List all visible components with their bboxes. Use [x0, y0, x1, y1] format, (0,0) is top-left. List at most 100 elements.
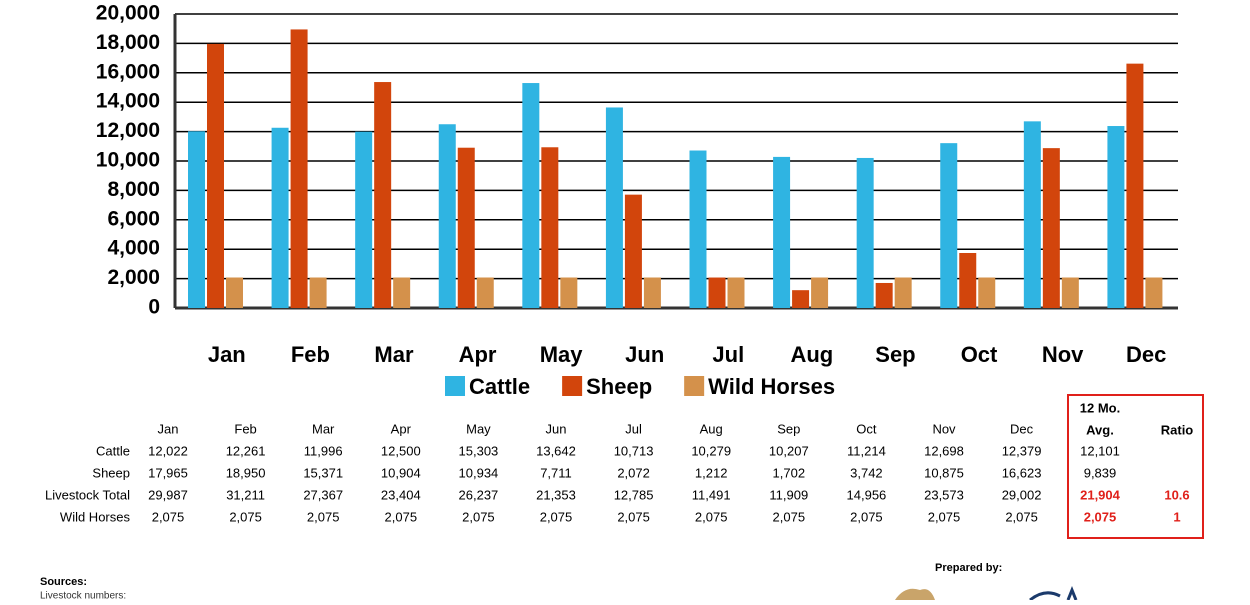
legend-label: Sheep [586, 374, 652, 399]
x-tick-label: Apr [459, 342, 497, 367]
bar [1126, 63, 1144, 308]
table-header: Sep [777, 421, 800, 436]
row-label: Livestock Total [45, 487, 130, 502]
x-tick-label: Oct [961, 342, 998, 367]
x-tick-label: Dec [1126, 342, 1166, 367]
table-cell: 11,214 [847, 443, 886, 458]
table-cell: 16,623 [1002, 465, 1042, 480]
bar [894, 277, 912, 308]
y-tick-label: 10,000 [96, 149, 160, 172]
bar [959, 252, 977, 308]
table-cell: 10,875 [924, 465, 964, 480]
bar [875, 282, 893, 308]
table-cell: 18,950 [226, 465, 266, 480]
ratio-cell: 10.6 [1164, 487, 1189, 502]
bar [643, 277, 661, 308]
table-cell: 17,965 [148, 465, 188, 480]
table-header: Jan [158, 421, 179, 436]
bar [560, 277, 578, 308]
bar [271, 127, 289, 308]
table-cell: 2,075 [928, 509, 961, 524]
avg-header: 12 Mo. [1080, 400, 1120, 415]
table-cell: 7,711 [540, 465, 572, 480]
x-tick-label: Nov [1042, 342, 1084, 367]
bar [811, 277, 829, 308]
table-cell: 15,371 [303, 465, 343, 480]
row-label: Sheep [92, 465, 130, 480]
bar [1023, 121, 1041, 308]
bar [1145, 277, 1163, 308]
bar [438, 124, 456, 308]
table-cell: 10,713 [614, 443, 654, 458]
y-tick-label: 0 [148, 296, 160, 319]
table-cell: 12,261 [226, 443, 266, 458]
legend-label: Wild Horses [708, 374, 835, 399]
table-cell: 2,075 [695, 509, 728, 524]
table-cell: 13,642 [536, 443, 576, 458]
sources-title: Sources: [40, 576, 87, 588]
table-cell: 2,075 [773, 509, 806, 524]
bar [708, 277, 726, 308]
y-tick-label: 2,000 [107, 266, 160, 289]
row-label: Wild Horses [60, 509, 131, 524]
table-cell: 3,742 [850, 465, 883, 480]
y-tick-label: 14,000 [96, 90, 160, 113]
logo [895, 588, 935, 600]
table-cell: 10,904 [381, 465, 421, 480]
table-cell: 12,785 [614, 487, 654, 502]
bar [727, 277, 745, 308]
bar [226, 277, 243, 308]
table-cell: 11,909 [769, 487, 808, 502]
table-cell: 12,022 [148, 443, 188, 458]
row-label: Cattle [96, 443, 130, 458]
legend-swatch [562, 376, 583, 396]
bar [689, 150, 707, 308]
table-header: Jun [546, 421, 567, 436]
table-header: Jul [625, 421, 642, 436]
bar [457, 147, 475, 308]
table-cell: 27,367 [303, 487, 343, 502]
x-tick-label: Jan [208, 342, 246, 367]
bar [605, 107, 623, 308]
x-tick-label: Feb [291, 342, 330, 367]
y-tick-label: 12,000 [96, 119, 160, 142]
legend-label: Cattle [469, 374, 530, 399]
table-header: Mar [312, 421, 335, 436]
table-cell: 15,303 [459, 443, 499, 458]
table-cell: 23,573 [924, 487, 964, 502]
x-tick-label: Aug [790, 342, 833, 367]
table-cell: 10,207 [769, 443, 809, 458]
prepared-by: Prepared by: [935, 562, 1002, 574]
ratio-cell: 1 [1173, 509, 1180, 524]
bar [207, 43, 224, 309]
table-cell: 1,212 [695, 465, 728, 480]
avg-cell: 21,904 [1080, 487, 1121, 502]
table-cell: 12,379 [1002, 443, 1042, 458]
bar [355, 131, 373, 308]
bar [374, 82, 392, 309]
ratio-header: Ratio [1161, 422, 1194, 437]
y-tick-label: 16,000 [96, 60, 160, 83]
bar [290, 29, 308, 309]
table-cell: 2,075 [307, 509, 340, 524]
table-header: Dec [1010, 421, 1034, 436]
table-cell: 14,956 [847, 487, 887, 502]
x-tick-label: May [540, 342, 584, 367]
table-cell: 11,491 [692, 487, 731, 502]
bar [476, 277, 494, 308]
avg-header: Avg. [1086, 422, 1114, 437]
table-header: May [466, 421, 491, 436]
table-cell: 12,698 [924, 443, 964, 458]
table-cell: 2,075 [1005, 509, 1038, 524]
table-cell: 2,075 [385, 509, 418, 524]
table-cell: 2,075 [229, 509, 262, 524]
table-cell: 29,002 [1002, 487, 1042, 502]
bar [541, 147, 559, 308]
table-header: Apr [391, 421, 412, 436]
bar [940, 143, 958, 308]
y-tick-label: 20,000 [96, 2, 160, 25]
bar [1061, 277, 1079, 308]
avg-cell: 9,839 [1084, 465, 1117, 480]
bar [309, 277, 327, 308]
